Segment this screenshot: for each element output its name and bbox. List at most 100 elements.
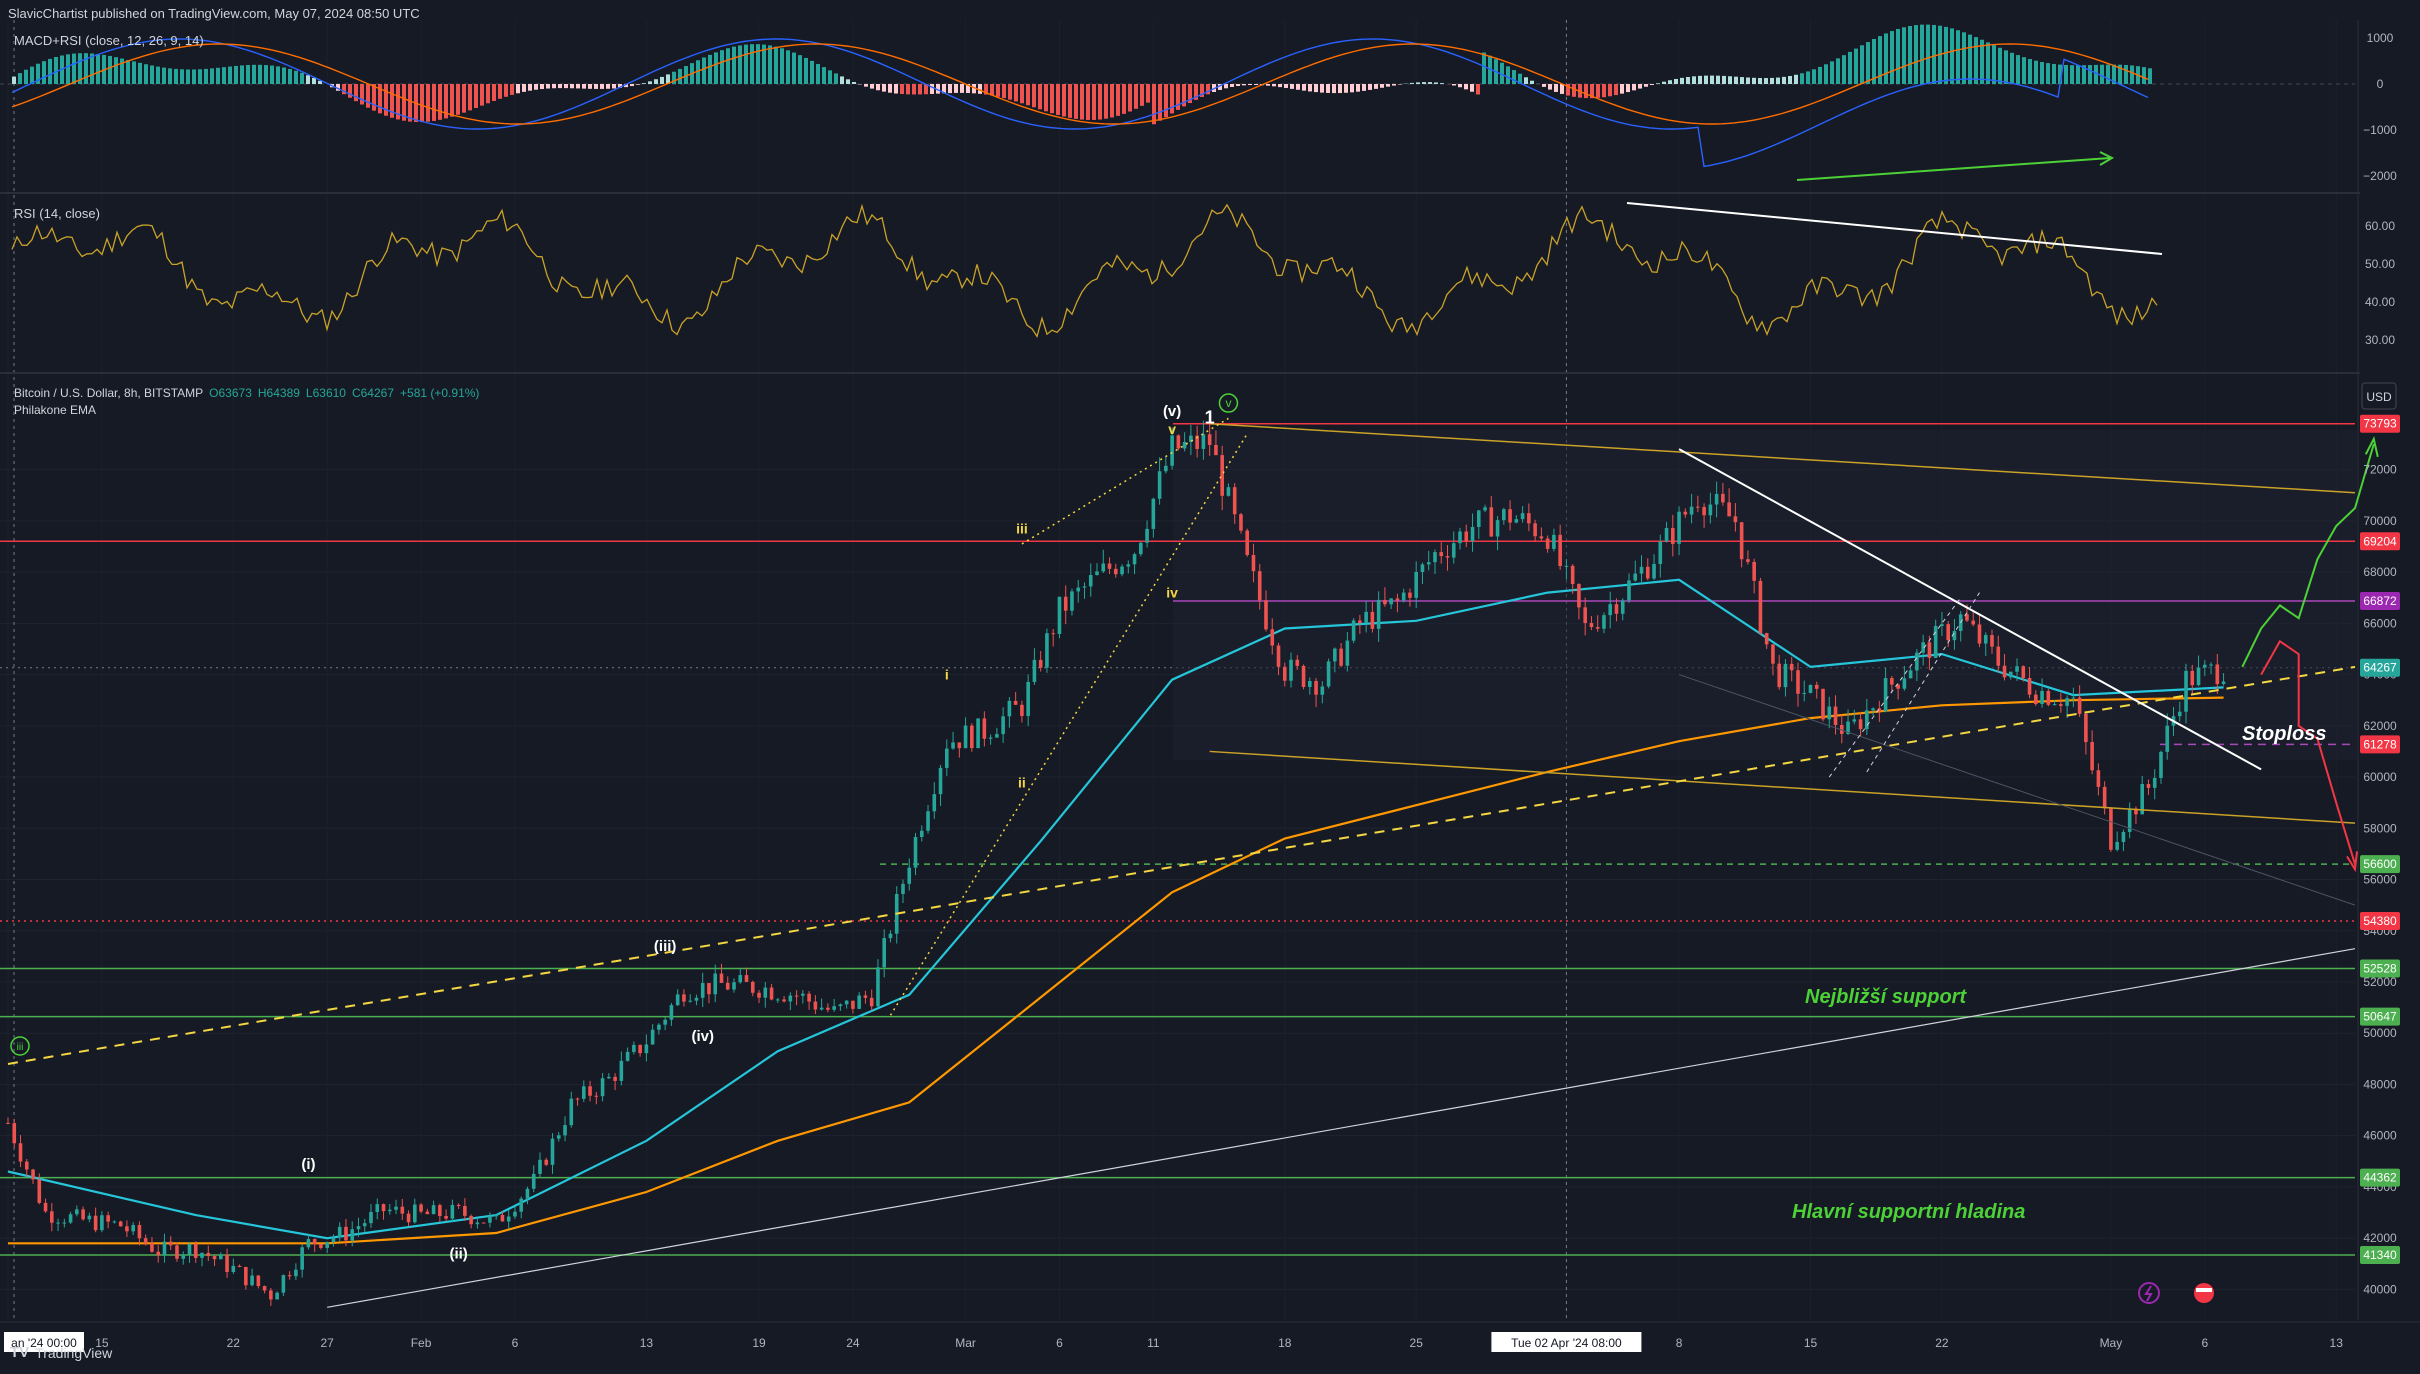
candle-body — [319, 1244, 323, 1248]
macd-histogram-bar — [408, 84, 412, 122]
candle-body — [194, 1244, 198, 1258]
price-tag-label: 44362 — [2363, 1171, 2397, 1185]
candle-body — [1408, 593, 1412, 598]
candle-body — [1552, 535, 1556, 549]
macd-histogram-bar — [1224, 84, 1228, 88]
candle-body — [1558, 535, 1562, 566]
candle-body — [1996, 647, 2000, 666]
macd-histogram-bar — [1110, 84, 1114, 117]
candle-body — [2109, 808, 2113, 849]
candle-body — [1702, 507, 1706, 515]
rsi-tick-label: 60.00 — [2365, 219, 2395, 233]
publisher-header: SlavicChartist published on TradingView.… — [8, 6, 420, 21]
macd-histogram-bar — [1026, 84, 1030, 105]
candle-body — [1258, 571, 1262, 600]
macd-histogram-bar — [900, 84, 904, 94]
time-tick-label: 6 — [1056, 1336, 1063, 1350]
candle-body — [2021, 666, 2025, 678]
macd-histogram-bar — [180, 69, 184, 84]
candle-body — [1458, 531, 1462, 543]
candle-body — [1039, 660, 1043, 668]
macd-histogram-bar — [1818, 67, 1822, 84]
candle-body — [1220, 455, 1224, 496]
macd-histogram-bar — [1002, 84, 1006, 98]
candle-body — [44, 1203, 48, 1211]
candle-body — [1339, 649, 1343, 666]
candle-body — [613, 1077, 617, 1081]
candle-body — [282, 1275, 286, 1293]
macd-histogram-bar — [462, 84, 466, 113]
macd-histogram-bar — [516, 84, 520, 93]
candle-body — [1690, 507, 1694, 515]
macd-histogram-bar — [912, 84, 916, 94]
candle-body — [976, 718, 980, 748]
candle-body — [1051, 633, 1055, 634]
candle-body — [1352, 620, 1356, 640]
candle-body — [507, 1217, 511, 1222]
candle-body — [1333, 649, 1337, 662]
candle-body — [1815, 685, 1819, 689]
candle-body — [2003, 666, 2007, 678]
macd-histogram-bar — [2004, 50, 2008, 84]
macd-histogram-bar — [954, 84, 958, 93]
macd-histogram-bar — [1986, 42, 1990, 84]
candle-body — [2178, 712, 2182, 716]
macd-histogram-bar — [852, 82, 856, 84]
candle-body — [1371, 612, 1375, 629]
macd-histogram-bar — [2130, 65, 2134, 84]
candle-body — [926, 811, 930, 830]
candle-body — [438, 1205, 442, 1216]
candle-body — [1953, 631, 1957, 640]
macd-histogram-bar — [1644, 84, 1648, 87]
macd-histogram-bar — [798, 55, 802, 84]
candle-body — [338, 1227, 342, 1238]
candle-body — [1321, 686, 1325, 694]
candle-body — [2147, 784, 2151, 788]
macd-histogram-bar — [546, 84, 550, 89]
candle-body — [1452, 543, 1456, 557]
macd-histogram-bar — [150, 65, 154, 84]
candle-body — [106, 1215, 110, 1221]
macd-histogram-bar — [216, 68, 220, 84]
macd-histogram-bar — [804, 58, 808, 84]
macd-histogram-bar — [1974, 37, 1978, 84]
macd-histogram-bar — [1992, 45, 1996, 84]
macd-histogram-bar — [1704, 76, 1708, 84]
macd-histogram-bar — [1080, 84, 1084, 120]
macd-histogram-bar — [1308, 84, 1312, 91]
price-tick-label: 46000 — [2363, 1129, 2397, 1143]
macd-histogram-bar — [534, 84, 538, 90]
macd-histogram-bar — [906, 84, 910, 94]
candle-body — [1308, 681, 1312, 687]
tradingview-logo[interactable]: TV TradingView — [10, 1344, 112, 1361]
candle-body — [1283, 667, 1287, 681]
candle-body — [1490, 507, 1494, 536]
candle-body — [2153, 778, 2157, 788]
candle-body — [1120, 567, 1124, 575]
candle-body — [257, 1276, 261, 1287]
macd-histogram-bar — [1314, 84, 1318, 92]
candle-body — [2103, 787, 2107, 808]
macd-histogram-bar — [1392, 84, 1396, 86]
candle-body — [720, 974, 724, 983]
candle-body — [1740, 522, 1744, 559]
macd-histogram-bar — [1248, 84, 1252, 85]
candle-body — [820, 1008, 824, 1010]
macd-histogram-bar — [594, 84, 598, 89]
candle-body — [1389, 598, 1393, 604]
macd-histogram-bar — [2064, 65, 2068, 84]
flag-icon[interactable] — [2194, 1283, 2214, 1303]
candle-body — [219, 1255, 223, 1260]
candle-body — [707, 983, 711, 994]
candle-body — [1101, 564, 1105, 572]
macd-tick-label: 1000 — [2367, 31, 2394, 45]
candle-body — [1139, 543, 1143, 554]
macd-histogram-bar — [564, 84, 568, 88]
candle-body — [1396, 598, 1400, 600]
time-tick-label: 13 — [2330, 1336, 2344, 1350]
macd-histogram-bar — [870, 84, 874, 89]
candle-body — [6, 1123, 10, 1124]
macd-histogram-bar — [276, 66, 280, 84]
